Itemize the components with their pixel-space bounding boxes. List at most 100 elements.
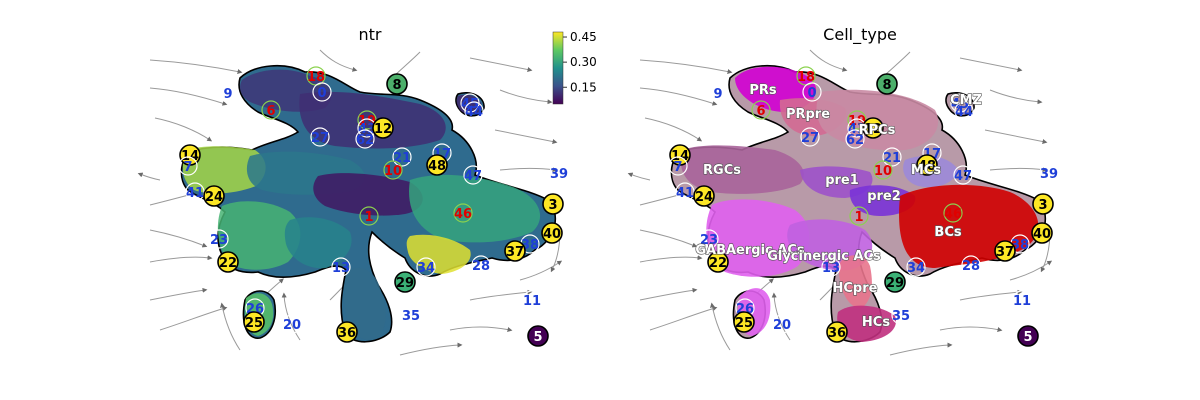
cluster-node: 0 <box>312 82 332 102</box>
cluster-node-label: 12 <box>864 122 882 137</box>
cluster-node: 62 <box>845 129 865 149</box>
cell-type-label: PRs <box>749 83 777 98</box>
cluster-node-circle <box>845 129 865 149</box>
cluster-node-circle <box>708 83 728 103</box>
cluster-node-label: 35 <box>402 309 420 324</box>
cluster-node-circle <box>733 311 755 333</box>
cluster-node-label: 20 <box>773 318 791 333</box>
streamline <box>984 129 1048 144</box>
cluster-node-circle <box>1012 290 1032 310</box>
cluster-node: 22 <box>707 251 729 273</box>
cluster-node: 12 <box>862 117 884 139</box>
cluster-node-label: 11 <box>1013 294 1031 309</box>
cluster-node-label: 3 <box>1038 198 1047 213</box>
streamline <box>499 167 558 173</box>
cluster-node: 10 <box>383 160 403 180</box>
cluster-node-circle <box>916 154 938 176</box>
cluster-node-circle <box>1017 325 1039 347</box>
cluster-node-circle <box>873 160 893 180</box>
cluster-node-label: 62 <box>356 133 374 148</box>
streamline <box>469 57 533 72</box>
streamline <box>449 326 513 332</box>
cluster-node-label: 6 <box>266 104 275 119</box>
cluster-node-circle <box>383 160 403 180</box>
ntr-density-patch <box>343 267 386 340</box>
cluster-node: 41 <box>675 182 695 202</box>
streamline <box>149 87 228 106</box>
cell-type-label: BCs <box>934 225 961 240</box>
panel-title-cell-type: Cell_type <box>823 25 897 45</box>
cluster-node-label: 6 <box>756 104 765 119</box>
cluster-node-circle <box>821 257 841 277</box>
cluster-node: 22 <box>217 251 239 273</box>
colorbar: 0.45 0.30 0.15 <box>552 30 597 105</box>
cell-type-label: pre1 <box>825 173 859 188</box>
cluster-node-label: 27 <box>801 131 819 146</box>
cluster-node-circle <box>953 165 973 185</box>
streamline <box>281 292 301 341</box>
cluster-node-label: 9 <box>223 87 232 102</box>
cluster-node-label: 37 <box>506 245 524 260</box>
cluster-node: 62 <box>355 129 375 149</box>
cluster-node-label: 24 <box>695 190 713 205</box>
cluster-node-label: 19 <box>848 114 866 129</box>
cluster-node: 10 <box>873 160 893 180</box>
cluster-node-circle <box>243 311 265 333</box>
cell-type-region <box>837 305 896 342</box>
cluster-node-label: 25 <box>735 316 753 331</box>
streamline <box>627 172 651 181</box>
cluster-node-label: 23 <box>210 233 228 248</box>
cluster-node-label: 13 <box>332 261 350 276</box>
cluster-node-label: 48 <box>918 159 936 174</box>
cluster-node-circle <box>876 73 898 95</box>
streamline <box>639 59 733 74</box>
cluster-node: 3 <box>542 193 564 215</box>
cluster-node-circle <box>1039 163 1059 183</box>
cluster-node-circle <box>961 255 981 275</box>
cluster-node: 5 <box>1017 325 1039 347</box>
cluster-node-label: 10 <box>874 164 892 179</box>
cluster-node-circle <box>522 290 542 310</box>
cluster-node-circle <box>261 100 281 120</box>
cluster-node: 24 <box>203 185 225 207</box>
cluster-node: 1 <box>849 206 869 226</box>
cluster-node-circle <box>331 257 351 277</box>
ntr-density-patch <box>284 217 352 269</box>
cluster-node-circle <box>372 117 394 139</box>
cluster-node-label: 44 <box>465 105 483 120</box>
ntr-density-patch <box>182 146 266 194</box>
streamline <box>149 59 243 74</box>
cluster-node: 1 <box>359 206 379 226</box>
cluster-node-circle <box>849 206 869 226</box>
cell-type-label: GABAergic ACs <box>695 243 805 258</box>
cluster-node: 7 <box>178 156 198 176</box>
cluster-node-label: 18 <box>797 70 815 85</box>
cluster-node-label: 1 <box>854 210 863 225</box>
cluster-node: 3 <box>1032 193 1054 215</box>
cluster-node-label: 40 <box>1033 227 1051 242</box>
cell-type-region <box>849 185 916 216</box>
cluster-node-circle <box>943 203 963 223</box>
cluster-node-label: 62 <box>846 133 864 148</box>
cluster-node: 44 <box>464 101 484 121</box>
cluster-node-circle <box>668 156 688 176</box>
streamline <box>1009 260 1053 281</box>
cluster-node: 40 <box>1031 222 1053 244</box>
cell-type-label: HCpre <box>833 281 878 296</box>
cluster-node-circle <box>549 163 569 183</box>
cluster-node: 20 <box>772 314 792 334</box>
cluster-node-circle <box>392 147 412 167</box>
cluster-node-label: 34 <box>907 261 925 276</box>
cluster-node-label: 29 <box>886 276 904 291</box>
cluster-node-label: 1 <box>364 210 373 225</box>
cluster-node-label: 18 <box>307 70 325 85</box>
cluster-node-label: 40 <box>543 227 561 242</box>
cell-type-label: HCs <box>862 315 890 330</box>
cluster-node: 24 <box>693 185 715 207</box>
cluster-node-label: 28 <box>962 259 980 274</box>
colorbar-tick-label: 0.15 <box>570 80 597 94</box>
cluster-node-label: 7 <box>183 160 192 175</box>
cluster-node-circle <box>464 101 484 121</box>
cluster-node: 5 <box>527 325 549 347</box>
